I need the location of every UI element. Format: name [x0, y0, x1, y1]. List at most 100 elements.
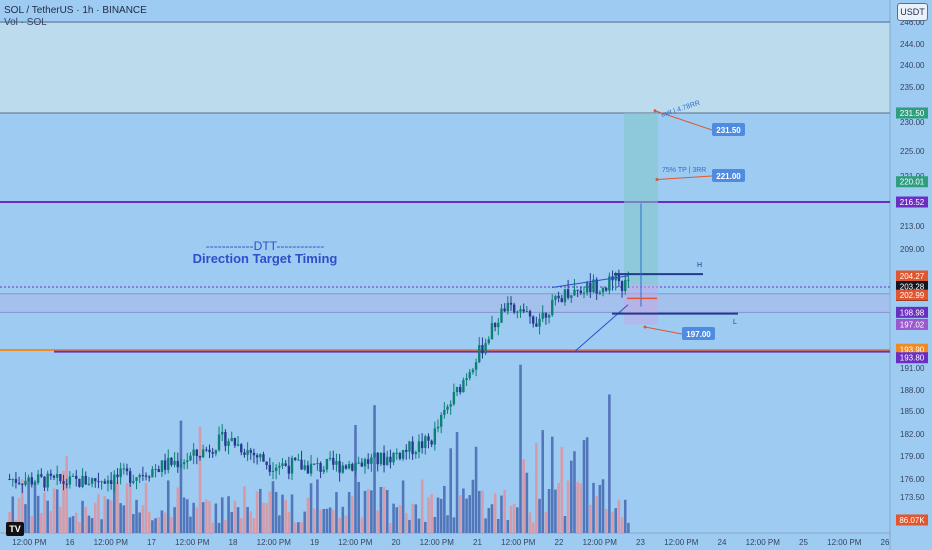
tp-connector [656, 175, 713, 180]
volume-bar [430, 494, 433, 533]
volume-bar [614, 508, 618, 533]
tp-label: 75% TP | 3RR [662, 167, 706, 174]
candle-body [605, 287, 608, 291]
candle-body [8, 479, 11, 480]
price-tick: 213.00 [900, 222, 925, 231]
volume-bar [389, 522, 392, 533]
volume-bar [230, 511, 234, 533]
candle-body [351, 463, 354, 471]
volume-bar [103, 495, 107, 533]
volume-bar [281, 494, 284, 533]
candle-body [189, 455, 192, 461]
candle-body [547, 314, 551, 318]
candle-body [227, 441, 230, 446]
low-marker: L [733, 319, 737, 326]
volume-bar [433, 516, 437, 533]
range-band [0, 293, 890, 313]
candle-body [59, 474, 62, 482]
time-tick: 20 [392, 538, 401, 547]
candle-body [446, 406, 449, 410]
volume-bar [576, 482, 579, 533]
currency-button[interactable]: USDT [897, 3, 928, 21]
volume-bar [52, 488, 56, 533]
volume-bar [40, 512, 43, 533]
candle-body [113, 474, 116, 484]
volume-bar [173, 507, 176, 533]
candle-body [405, 449, 408, 452]
candle-body [474, 362, 478, 370]
price-tick: 176.00 [900, 475, 925, 484]
volume-bar [585, 437, 589, 533]
candle-body [65, 483, 68, 485]
candle-body [141, 475, 145, 477]
volume-bar [341, 506, 345, 533]
time-tick: 22 [555, 538, 564, 547]
price-label-text: 220.01 [900, 178, 925, 187]
candle-body [176, 460, 179, 468]
candle-body [217, 434, 221, 451]
candle-body [214, 450, 218, 454]
volume-bar [325, 508, 329, 533]
candle-body [300, 459, 303, 470]
dtt-line: ------------DTT------------ [206, 239, 325, 253]
volume-bar [411, 503, 414, 533]
volume-bar [322, 508, 326, 533]
volume-bar [331, 509, 335, 533]
candle-body [439, 414, 443, 427]
volume-bar [284, 499, 287, 533]
volume-bar [354, 425, 357, 533]
volume-bar [255, 491, 259, 533]
candle-body [560, 298, 563, 303]
candle-body [443, 409, 446, 415]
candle-body [436, 426, 440, 429]
candle-body [271, 470, 275, 472]
volume-bar [100, 519, 103, 533]
candle-body [585, 282, 589, 293]
candle-body [367, 459, 370, 464]
candle-body [528, 311, 532, 317]
volume-bar [319, 509, 322, 533]
candle-body [122, 468, 126, 470]
volume-bar [608, 394, 611, 533]
candle-body [455, 386, 459, 393]
time-tick: 12:00 PM [338, 538, 373, 547]
volume-bar [217, 522, 221, 533]
volume-bar [385, 490, 389, 533]
candle-body [589, 282, 592, 293]
candle-body [116, 474, 119, 478]
candle-body [386, 456, 389, 466]
volume-bar [573, 451, 576, 533]
volume-bar [458, 495, 462, 533]
volume-bar [144, 482, 148, 533]
volume-bar [306, 497, 310, 533]
candle-body [103, 481, 106, 484]
candle-body [43, 476, 46, 488]
volume-bar [27, 478, 30, 533]
candle-body [11, 479, 14, 481]
candle-body [363, 459, 367, 467]
candle-body [490, 323, 494, 340]
candle-body [195, 449, 199, 457]
volume-bar [198, 426, 202, 533]
candle-body [173, 460, 176, 465]
time-tick: 12:00 PM [420, 538, 455, 547]
candle-body [532, 316, 535, 324]
candle-body [284, 463, 287, 466]
volume-bar [497, 518, 500, 533]
volume-bar [592, 482, 595, 533]
volume-bar [582, 440, 586, 533]
candle-body [128, 471, 132, 483]
candle-body [373, 452, 376, 458]
volume-bar [620, 517, 624, 533]
candle-body [198, 456, 202, 458]
candle-body [182, 462, 186, 465]
volume-bar [560, 446, 564, 533]
time-tick: 17 [147, 538, 156, 547]
price-label-text: 197.02 [900, 320, 925, 329]
candle-body [224, 431, 227, 446]
price-tick: 240.00 [900, 61, 925, 70]
symbol-title[interactable]: SOL / TetherUS · 1h · BINANCE [4, 5, 147, 16]
volume-bar [43, 492, 46, 533]
volume-bar [566, 480, 570, 533]
